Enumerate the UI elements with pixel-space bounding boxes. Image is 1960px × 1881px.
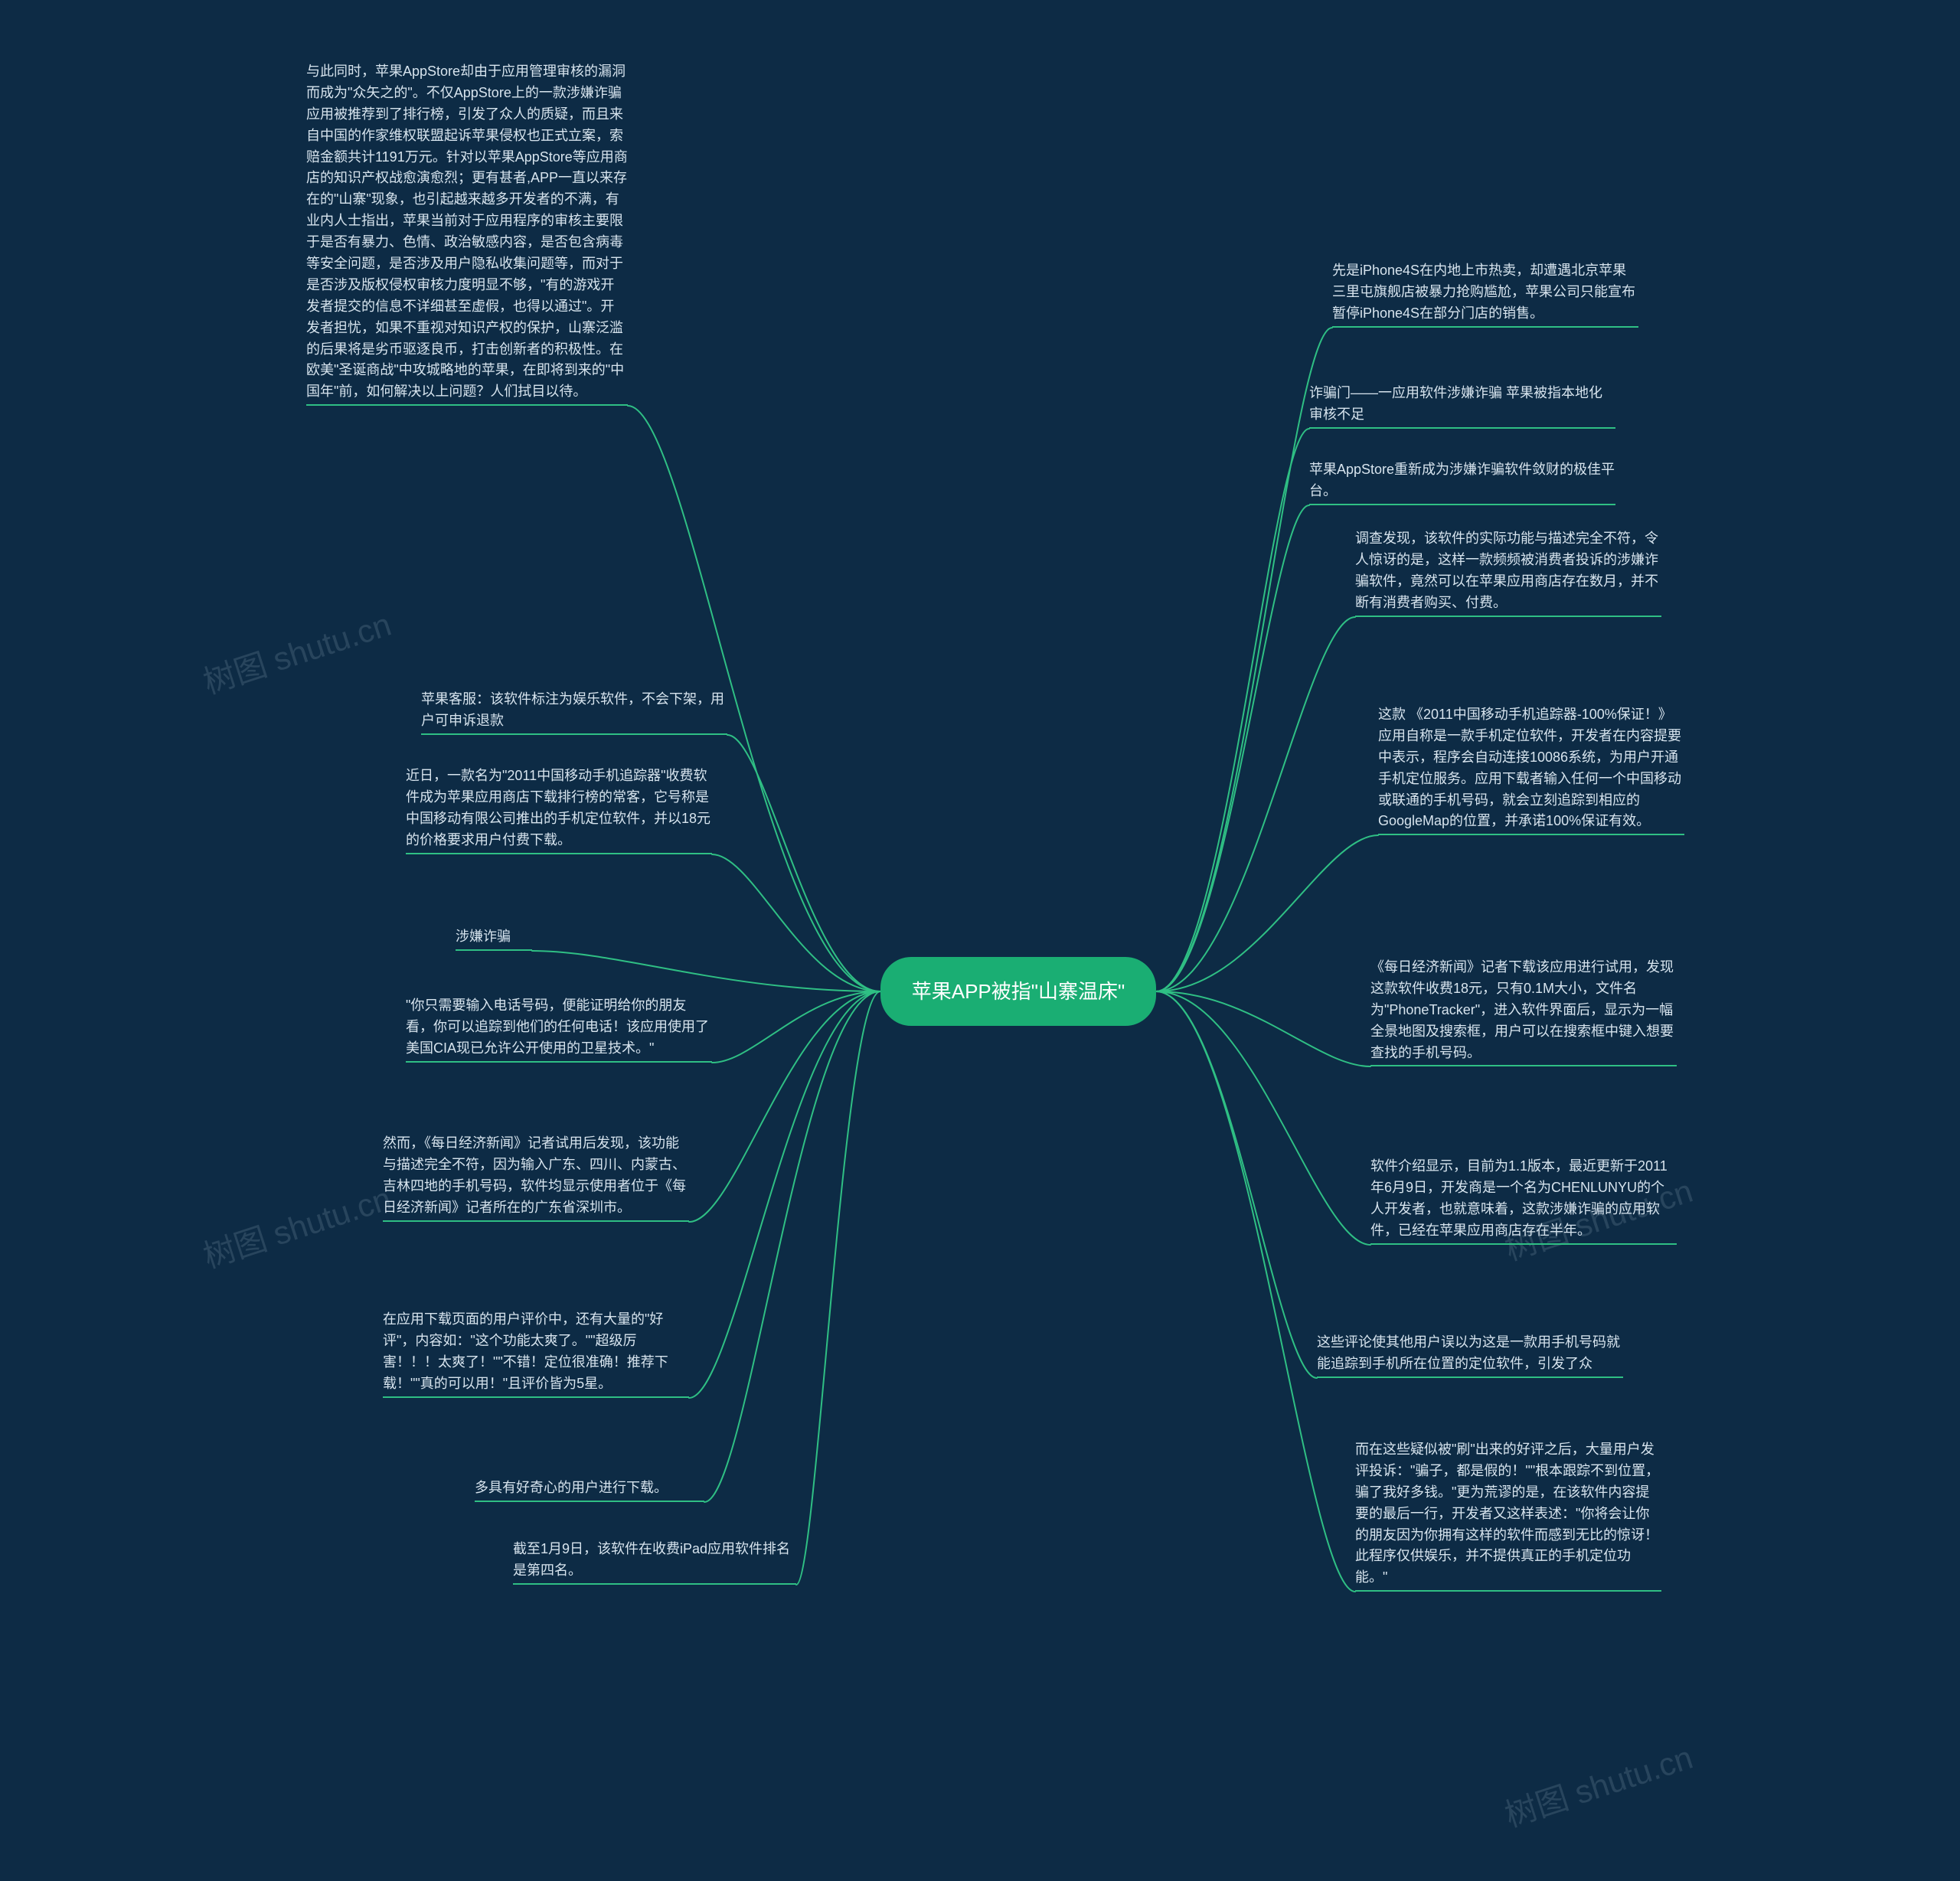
left-leaf-7: 多具有好奇心的用户进行下载。 [475, 1478, 704, 1502]
right-leaf-5: 《每日经济新闻》记者下载该应用进行试用，发现这款软件收费18元，只有0.1M大小… [1370, 957, 1677, 1066]
watermark-3: 树图 shutu.cn [1498, 1732, 1698, 1837]
right-leaf-2: 苹果AppStore重新成为涉嫌诈骗软件敛财的极佳平台。 [1309, 459, 1615, 505]
center-node: 苹果APP被指"山寨温床" [880, 957, 1156, 1026]
watermark-1: 树图 shutu.cn [197, 1173, 397, 1278]
mindmap-canvas: 苹果APP被指"山寨温床" 树图 shutu.cn 树图 shutu.cn 树图 s… [0, 0, 1960, 1881]
watermark-0: 树图 shutu.cn [197, 599, 397, 704]
right-leaf-6: 软件介绍显示，目前为1.1版本，最近更新于2011年6月9日，开发商是一个名为C… [1370, 1156, 1677, 1245]
right-leaf-7: 这些评论使其他用户误以为这是一款用手机号码就能追踪到手机所在位置的定位软件，引发… [1317, 1332, 1623, 1378]
right-leaf-4: 这款 《2011中国移动手机追踪器-100%保证！》应用自称是一款手机定位软件，… [1378, 704, 1684, 835]
left-leaf-5: 然而，《每日经济新闻》记者试用后发现，该功能与描述完全不符，因为输入广东、四川、… [383, 1133, 689, 1222]
edge-layer [0, 0, 1960, 1881]
left-leaf-6: 在应用下载页面的用户评价中，还有大量的"好评"，内容如："这个功能太爽了。""超… [383, 1309, 689, 1398]
right-leaf-1: 诈骗门——一应用软件涉嫌诈骗 苹果被指本地化审核不足 [1309, 383, 1615, 429]
right-leaf-8: 而在这些疑似被"刷"出来的好评之后，大量用户发评投诉："骗子，都是假的！""根本… [1355, 1439, 1661, 1592]
right-leaf-3: 调查发现，该软件的实际功能与描述完全不符，令人惊讶的是，这样一款频频被消费者投诉… [1355, 528, 1661, 617]
left-leaf-2: 近日，一款名为"2011中国移动手机追踪器"收费软件成为苹果应用商店下载排行榜的… [406, 766, 712, 854]
right-leaf-0: 先是iPhone4S在内地上市热卖，却遭遇北京苹果三里屯旗舰店被暴力抢购尴尬，苹… [1332, 260, 1638, 328]
left-leaf-8: 截至1月9日，该软件在收费iPad应用软件排名是第四名。 [513, 1539, 796, 1585]
left-leaf-3: 涉嫌诈骗 [456, 926, 532, 951]
left-leaf-4: "你只需要输入电话号码，便能证明给你的朋友看，你可以追踪到他们的任何电话！该应用… [406, 995, 712, 1063]
left-leaf-1: 苹果客服：该软件标注为娱乐软件，不会下架，用户可申诉退款 [421, 689, 727, 735]
center-label: 苹果APP被指"山寨温床" [912, 978, 1125, 1005]
left-leaf-0: 与此同时，苹果AppStore却由于应用管理审核的漏洞而成为"众矢之的"。不仅A… [306, 61, 628, 406]
